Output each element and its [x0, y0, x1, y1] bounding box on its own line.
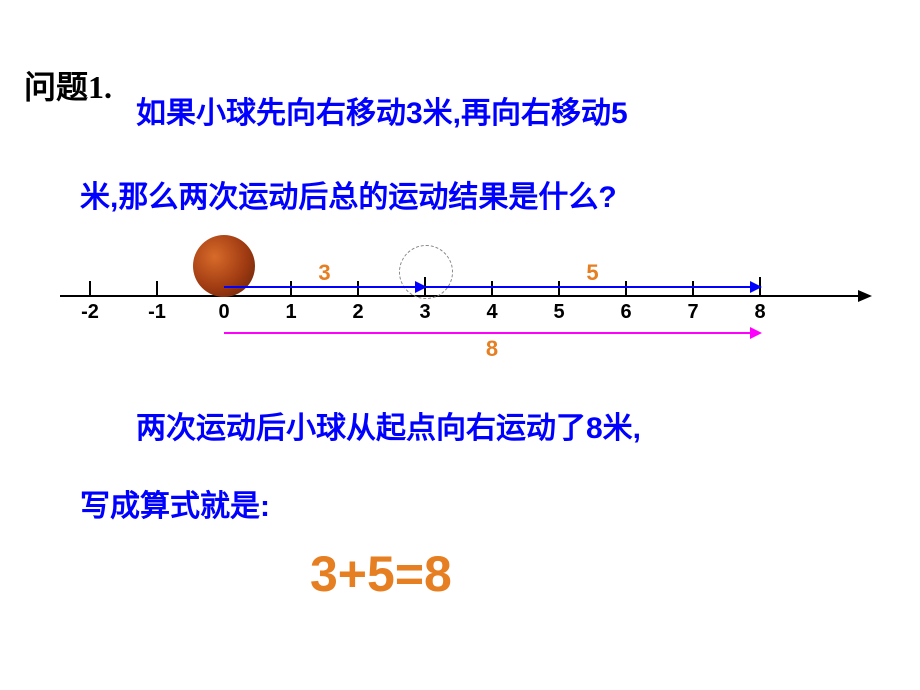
tick-label: 1 — [285, 301, 296, 324]
tick — [491, 281, 493, 295]
arrow-total-head — [750, 327, 762, 339]
tick — [692, 281, 694, 295]
arrow-second-head — [750, 281, 762, 293]
tick-label: -2 — [81, 301, 99, 324]
tick — [89, 281, 91, 295]
axis-line — [60, 295, 860, 297]
arrow-total-label: 8 — [486, 336, 498, 362]
arrow-first-label: 3 — [318, 260, 330, 286]
tick — [357, 281, 359, 295]
tick — [290, 281, 292, 295]
tick-label: 4 — [486, 301, 497, 324]
question-line2: 米,那么两次运动后总的运动结果是什么? — [80, 181, 617, 214]
tick-label: 6 — [620, 301, 631, 324]
tick-label: 0 — [218, 301, 229, 324]
axis-arrow-head — [858, 290, 872, 302]
arrow-second-line — [425, 286, 752, 288]
arrow-first-line — [224, 286, 417, 288]
tick-label: 3 — [419, 301, 430, 324]
answer-text: 两次运动后小球从起点向右运动了8米, 写成算式就是: — [80, 390, 860, 546]
equation: 3+5=8 — [310, 545, 452, 603]
tick-label: 5 — [553, 301, 564, 324]
arrow-second-label: 5 — [586, 260, 598, 286]
tick — [625, 281, 627, 295]
arrow-total-line — [224, 332, 752, 334]
answer-line2: 写成算式就是: — [80, 490, 270, 523]
tick-label: -1 — [148, 301, 166, 324]
tick — [558, 281, 560, 295]
tick-label: 7 — [687, 301, 698, 324]
tick-label: 8 — [754, 301, 765, 324]
tick — [156, 281, 158, 295]
answer-line1: 两次运动后小球从起点向右运动了8米, — [136, 412, 641, 445]
tick-label: 2 — [352, 301, 363, 324]
question-text: 如果小球先向右移动3米,再向右移动5 米,那么两次运动后总的运动结果是什么? — [80, 72, 860, 240]
number-line-diagram: -1-2012345678358 — [60, 220, 860, 360]
question-line1: 如果小球先向右移动3米,再向右移动5 — [136, 97, 628, 130]
